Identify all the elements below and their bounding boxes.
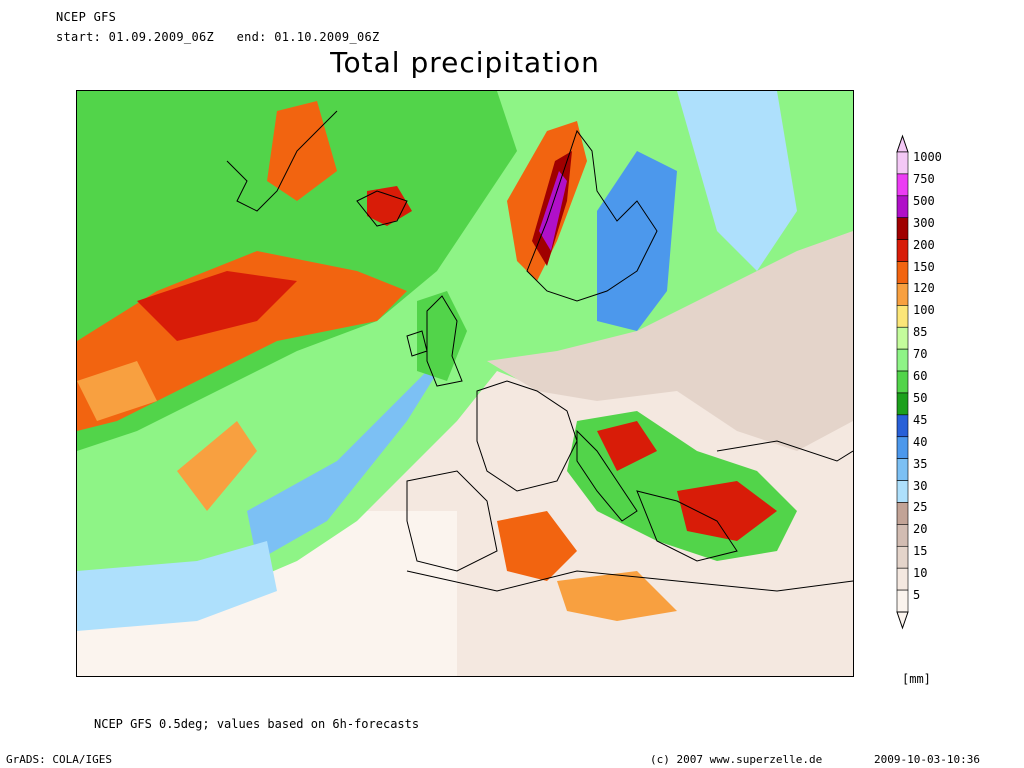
legend-label-70: 70 <box>913 347 928 362</box>
grads-credit: GrADS: COLA/IGES <box>6 753 112 766</box>
legend-label-500: 500 <box>913 193 935 208</box>
legend-swatch-150 <box>896 261 909 284</box>
legend-swatch-1000 <box>896 151 909 175</box>
legend-label-5: 5 <box>913 588 921 603</box>
legend-swatch-85 <box>896 326 909 350</box>
purple-band-norway <box>539 171 567 251</box>
blue-sheet-4 <box>677 91 797 271</box>
legend-swatch-5 <box>896 589 909 613</box>
legend-label-100: 100 <box>913 303 935 318</box>
legend-label-15: 15 <box>913 544 928 559</box>
legend-label-30: 30 <box>913 478 928 493</box>
legend-label-120: 120 <box>913 281 935 296</box>
orange-patch-west <box>77 361 157 421</box>
legend-label-300: 300 <box>913 215 935 230</box>
red-patch-italy <box>597 421 657 471</box>
timestamp: 2009-10-03-10:36 <box>874 753 980 766</box>
orange-patch-mid <box>177 421 257 511</box>
legend-arrow-top <box>896 134 909 153</box>
legend-swatch-50 <box>896 392 909 416</box>
legend-label-750: 750 <box>913 171 935 186</box>
orange-patch-africa <box>557 571 677 621</box>
legend-swatch-750 <box>896 173 909 197</box>
precipitation-field <box>77 91 853 676</box>
legend-swatch-200 <box>896 239 909 262</box>
legend-label-1000: 1000 <box>913 150 942 164</box>
legend-label-85: 85 <box>913 325 928 340</box>
blue-sheet-2 <box>77 541 277 631</box>
red-patch-iceland <box>367 186 412 226</box>
legend-label-60: 60 <box>913 369 928 384</box>
legend-unit: [mm] <box>902 672 931 686</box>
map-title: Total precipitation <box>330 46 600 79</box>
forecast-period: start: 01.09.2009_06Z end: 01.10.2009_06… <box>56 30 380 44</box>
legend-swatch-70 <box>896 348 909 372</box>
legend-swatch-35 <box>896 458 909 481</box>
legend-label-35: 35 <box>913 456 928 471</box>
footnote: NCEP GFS 0.5deg; values based on 6h-fore… <box>94 717 420 731</box>
legend-swatch-300 <box>896 217 909 240</box>
legend-label-40: 40 <box>913 434 928 449</box>
blue-sheet-3 <box>597 151 677 331</box>
legend-swatch-45 <box>896 414 909 438</box>
legend-label-10: 10 <box>913 566 928 581</box>
legend-label-45: 45 <box>913 412 928 427</box>
legend-label-200: 200 <box>913 237 935 252</box>
legend-label-25: 25 <box>913 500 928 515</box>
red-band-atlantic <box>137 271 297 341</box>
legend-swatch-20 <box>896 524 909 547</box>
legend-label-150: 150 <box>913 259 935 274</box>
legend-swatch-120 <box>896 283 909 306</box>
green-british-isles <box>417 291 467 381</box>
blue-sheet-1 <box>247 341 457 561</box>
legend-label-50: 50 <box>913 390 928 405</box>
model-name: NCEP GFS <box>56 10 117 24</box>
legend-arrow-bottom <box>896 611 909 630</box>
coastlines <box>226 110 853 592</box>
legend-swatch-25 <box>896 502 909 525</box>
legend-swatch-500 <box>896 195 909 219</box>
legend-swatch-30 <box>896 480 909 503</box>
copyright: (c) 2007 www.superzelle.de <box>650 753 823 766</box>
precipitation-map <box>76 90 854 677</box>
legend-swatch-10 <box>896 567 909 591</box>
legend-swatch-60 <box>896 370 909 394</box>
legend-swatch-40 <box>896 436 909 459</box>
dry-continental <box>487 231 853 451</box>
red-patch-aegean <box>677 481 777 541</box>
legend-swatch-15 <box>896 545 909 569</box>
orange-patch-iberia <box>497 511 577 581</box>
legend-label-20: 20 <box>913 522 928 537</box>
legend-swatch-100 <box>896 305 909 328</box>
